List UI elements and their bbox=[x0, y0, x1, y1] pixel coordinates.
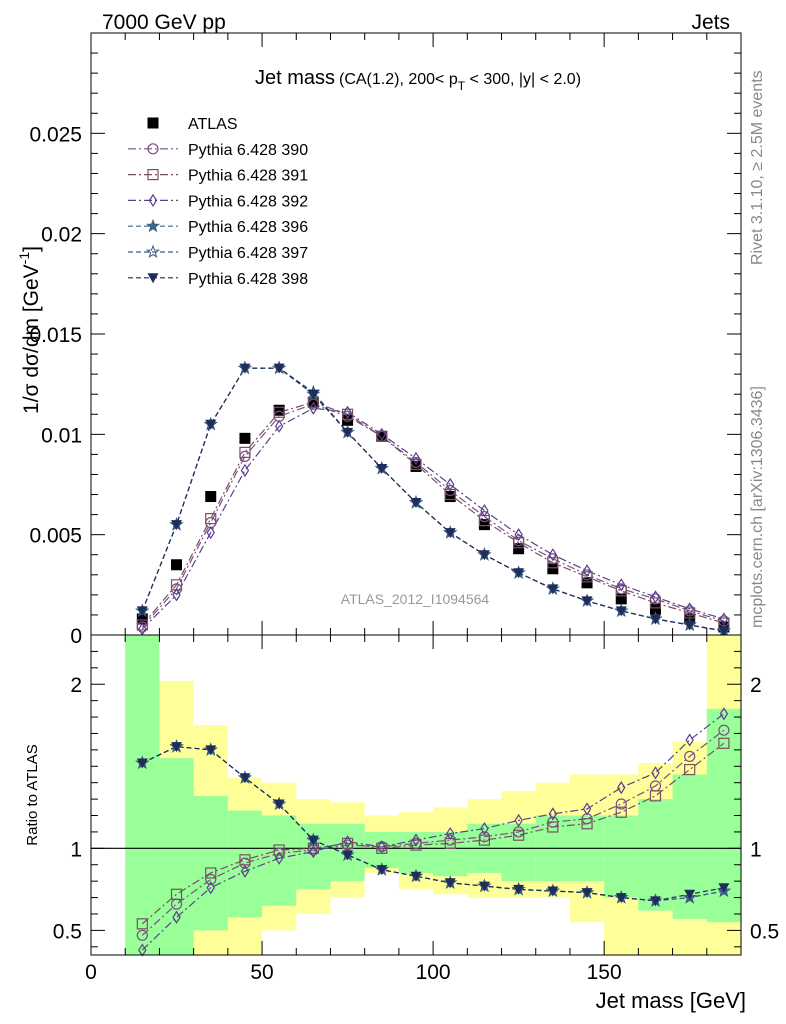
data-point-atlas bbox=[205, 491, 216, 502]
legend-entry: Pythia 6.428 390 bbox=[128, 142, 308, 159]
y-tick-label: 0 bbox=[70, 625, 82, 648]
ratio-axis-title: Ratio to ATLAS bbox=[24, 744, 41, 845]
energy-label: 7000 GeV pp bbox=[102, 11, 226, 34]
legend-label: Pythia 6.428 392 bbox=[188, 193, 308, 210]
legend: ATLAS Pythia 6.428 390 Pythia 6.428 391 Pyt… bbox=[128, 116, 308, 288]
rivet-version-label: Rivet 3.1.10, ≥ 2.5M events bbox=[749, 70, 766, 265]
uncertainty-band-inner bbox=[125, 635, 159, 955]
ratio-y-tick-label-right: 0.5 bbox=[750, 920, 779, 943]
legend-label: Pythia 6.428 390 bbox=[188, 142, 308, 159]
data-point-p398 bbox=[582, 596, 593, 606]
data-point-p398 bbox=[479, 550, 490, 560]
y-tick-label: 0.025 bbox=[29, 123, 82, 146]
legend-entry: Pythia 6.428 397 bbox=[128, 245, 308, 262]
legend-entry: Pythia 6.428 391 bbox=[128, 168, 308, 185]
plot-title: Jet mass (CA(1.2), 200< pT < 300, |y| < 2… bbox=[255, 67, 581, 93]
ratio-y-tick-label: 2 bbox=[70, 674, 82, 697]
data-point-p398 bbox=[274, 364, 285, 374]
data-point-p398 bbox=[513, 568, 524, 578]
legend-label: Pythia 6.428 396 bbox=[188, 219, 308, 236]
x-axis-title: Jet mass [GeV] bbox=[596, 988, 746, 1013]
legend-label: ATLAS bbox=[188, 116, 238, 133]
data-point-p390 bbox=[240, 451, 250, 461]
legend-label: Pythia 6.428 397 bbox=[188, 245, 308, 262]
ratio-panel: 0.5 0.5 1 1 2 2 0 50 100 150 Ratio to ATLAS Jet m… bbox=[24, 635, 779, 1013]
mcplots-label: mcplots.cern.ch [arXiv:1306.3436] bbox=[749, 386, 766, 628]
data-point-atlas bbox=[239, 433, 250, 444]
uncertainty-band-inner bbox=[604, 816, 638, 898]
data-point-p398 bbox=[684, 620, 695, 630]
ratio-y-tick-label-right: 2 bbox=[750, 674, 762, 697]
ratio-y-tick-label-right: 1 bbox=[750, 838, 762, 861]
y-tick-label: 0.005 bbox=[29, 525, 82, 548]
legend-entry: Pythia 6.428 396 bbox=[128, 219, 308, 236]
legend-marker bbox=[148, 118, 159, 129]
legend-marker bbox=[147, 220, 158, 231]
uncertainty-band-inner bbox=[159, 758, 193, 955]
data-point-p398 bbox=[547, 584, 558, 594]
y-axis-title: 1/σ dσ/dm [GeV-1] bbox=[16, 246, 43, 414]
x-tick-label: 150 bbox=[587, 961, 622, 984]
y-tick-label: 0.01 bbox=[41, 424, 82, 447]
legend-entry: Pythia 6.428 392 bbox=[128, 193, 308, 210]
jet-mass-plot: 7000 GeV pp Jets Rivet 3.1.10, ≥ 2.5M ev… bbox=[0, 0, 786, 1024]
y-tick-label: 0.02 bbox=[41, 224, 82, 247]
distribution-panel: 0 0.005 0.01 0.015 0.02 0.025 Jet mass (CA(1.2… bbox=[16, 33, 741, 648]
data-point-p398 bbox=[205, 420, 216, 430]
ratio-y-tick-label: 1 bbox=[70, 838, 82, 861]
legend-label: Pythia 6.428 391 bbox=[188, 168, 308, 185]
data-point-p392 bbox=[652, 591, 659, 602]
x-tick-label: 0 bbox=[85, 961, 97, 984]
data-point-p398 bbox=[445, 528, 456, 538]
data-point-atlas bbox=[171, 559, 182, 570]
x-tick-label: 100 bbox=[416, 961, 451, 984]
legend-label: Pythia 6.428 398 bbox=[188, 271, 308, 288]
legend-entry: Pythia 6.428 398 bbox=[128, 271, 308, 288]
data-point-p398 bbox=[342, 428, 353, 438]
x-tick-label: 50 bbox=[250, 961, 273, 984]
legend-entry: ATLAS bbox=[148, 116, 238, 133]
analysis-watermark: ATLAS_2012_I1094564 bbox=[341, 591, 490, 607]
data-point-atlas bbox=[616, 593, 627, 604]
data-point-atlas bbox=[513, 543, 524, 554]
ratio-y-tick-label: 0.5 bbox=[53, 920, 82, 943]
uncertainty-band-inner bbox=[262, 816, 296, 906]
data-point-atlas bbox=[582, 577, 593, 588]
data-point-p398 bbox=[171, 520, 182, 530]
uncertainty-band-inner bbox=[228, 811, 262, 918]
uncertainty-band-inner bbox=[194, 796, 228, 931]
process-label: Jets bbox=[691, 11, 730, 34]
data-point-atlas bbox=[479, 519, 490, 530]
data-point-atlas bbox=[547, 563, 558, 574]
